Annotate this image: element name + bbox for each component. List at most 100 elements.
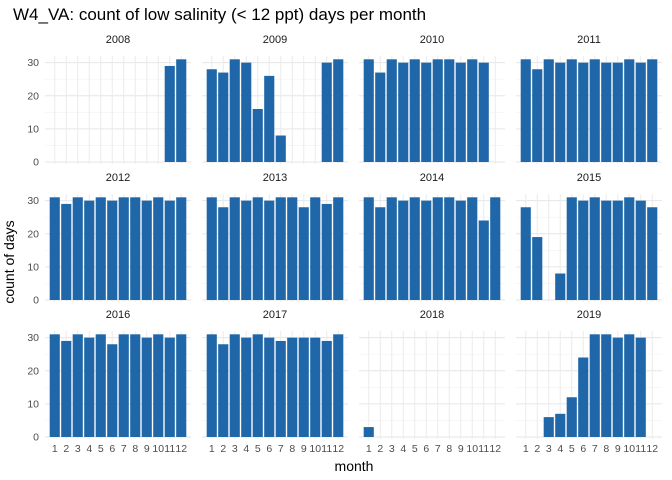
strip-label: 2019 <box>577 309 601 321</box>
bar-2012-8 <box>130 197 141 300</box>
x-tick-label: 7 <box>592 443 598 455</box>
y-axis-label: count of days <box>1 220 17 303</box>
bar-2013-10 <box>310 197 321 300</box>
x-tick-label: 9 <box>301 443 307 455</box>
bar-2017-1 <box>206 334 217 437</box>
bar-2017-6 <box>264 337 275 437</box>
bar-2012-12 <box>176 197 187 300</box>
x-tick-label: 9 <box>615 443 621 455</box>
panel-2013: 2013 <box>202 172 348 302</box>
x-tick-label: 8 <box>289 443 295 455</box>
strip-label: 2013 <box>263 172 287 184</box>
bar-2012-9 <box>141 200 152 300</box>
panel-2008: 2008 0 10 20 30 <box>27 34 191 169</box>
bar-2013-9 <box>298 207 309 300</box>
bar-2017-9 <box>298 337 309 437</box>
bar-2011-6 <box>578 62 589 162</box>
bar-2015-11 <box>635 200 646 300</box>
x-tick-label: 2 <box>534 443 540 455</box>
strip-label: 2009 <box>263 34 287 46</box>
y-tick-label: 20 <box>27 365 39 377</box>
bar-2016-1 <box>49 334 60 437</box>
x-tick-label: 9 <box>144 443 150 455</box>
x-tick-label: 6 <box>580 443 586 455</box>
x-tick-label: 6 <box>266 443 272 455</box>
bar-2013-7 <box>275 197 286 300</box>
bar-2014-4 <box>398 200 409 300</box>
bar-2014-8 <box>444 197 455 300</box>
bar-2014-12 <box>490 197 501 300</box>
x-tick-label: 10 <box>623 443 635 455</box>
y-tick-label: 10 <box>27 398 39 410</box>
bar-2016-7 <box>118 334 129 437</box>
bar-2019-8 <box>601 334 612 437</box>
bar-2012-6 <box>107 200 118 300</box>
y-tick-label: 30 <box>27 195 39 207</box>
x-tick-label: 4 <box>86 443 92 455</box>
chart-title: W4_VA: count of low salinity (< 12 ppt) … <box>13 5 426 24</box>
x-tick-label: 11 <box>478 443 489 455</box>
bar-2008-12 <box>176 59 187 162</box>
bar-2014-9 <box>455 200 466 300</box>
bar-2014-1 <box>363 197 374 300</box>
panel-2014: 2014 <box>359 172 505 302</box>
x-tick-label: 3 <box>232 443 238 455</box>
y-tick-label: 0 <box>33 295 39 307</box>
bar-2010-4 <box>398 62 409 162</box>
bar-2010-8 <box>444 59 455 162</box>
x-tick-label: 8 <box>603 443 609 455</box>
bar-2012-1 <box>49 197 60 300</box>
bar-2015-7 <box>589 197 600 300</box>
bar-2014-6 <box>421 200 432 300</box>
bar-2011-9 <box>612 62 623 162</box>
bar-2016-5 <box>95 334 106 437</box>
x-tick-label: 8 <box>132 443 138 455</box>
bar-2010-10 <box>467 59 478 162</box>
y-tick-label: 20 <box>27 90 39 102</box>
bar-2015-8 <box>601 200 612 300</box>
bar-2011-3 <box>543 59 554 162</box>
bar-2019-9 <box>612 337 623 437</box>
bar-2019-10 <box>624 334 635 437</box>
bar-2010-5 <box>409 59 420 162</box>
x-tick-label: 1 <box>366 443 372 455</box>
x-tick-label: 6 <box>109 443 115 455</box>
bar-2011-5 <box>566 59 577 162</box>
x-tick-label: 10 <box>309 443 321 455</box>
x-tick-label: 2 <box>377 443 383 455</box>
x-axis-label: month <box>335 458 374 474</box>
bar-2009-5 <box>252 109 263 162</box>
bar-2014-2 <box>375 207 386 300</box>
bar-2010-9 <box>455 62 466 162</box>
x-tick-label: 1 <box>209 443 215 455</box>
bar-2014-10 <box>467 197 478 300</box>
bar-2016-6 <box>107 344 118 437</box>
bar-2012-5 <box>95 197 106 300</box>
bar-2015-10 <box>624 197 635 300</box>
bar-2009-6 <box>264 75 275 162</box>
bar-2010-1 <box>363 59 374 162</box>
panel-2011: 2011 <box>516 34 662 164</box>
x-tick-label: 2 <box>63 443 69 455</box>
bar-2009-2 <box>218 72 229 162</box>
x-tick-label: 4 <box>557 443 563 455</box>
x-tick-label: 3 <box>546 443 552 455</box>
x-tick-label: 11 <box>321 443 332 455</box>
bar-2012-4 <box>84 200 95 300</box>
bar-2016-3 <box>72 334 83 437</box>
bar-2010-3 <box>386 59 397 162</box>
bar-2017-3 <box>229 334 240 437</box>
bar-2011-8 <box>601 62 612 162</box>
strip-label: 2012 <box>106 172 130 184</box>
bar-2014-3 <box>386 197 397 300</box>
x-tick-label: 4 <box>400 443 406 455</box>
x-tick-label: 6 <box>423 443 429 455</box>
bar-2015-6 <box>578 200 589 300</box>
bar-2017-2 <box>218 344 229 437</box>
panel-2015: 2015 <box>516 172 662 302</box>
bar-2013-1 <box>206 197 217 300</box>
